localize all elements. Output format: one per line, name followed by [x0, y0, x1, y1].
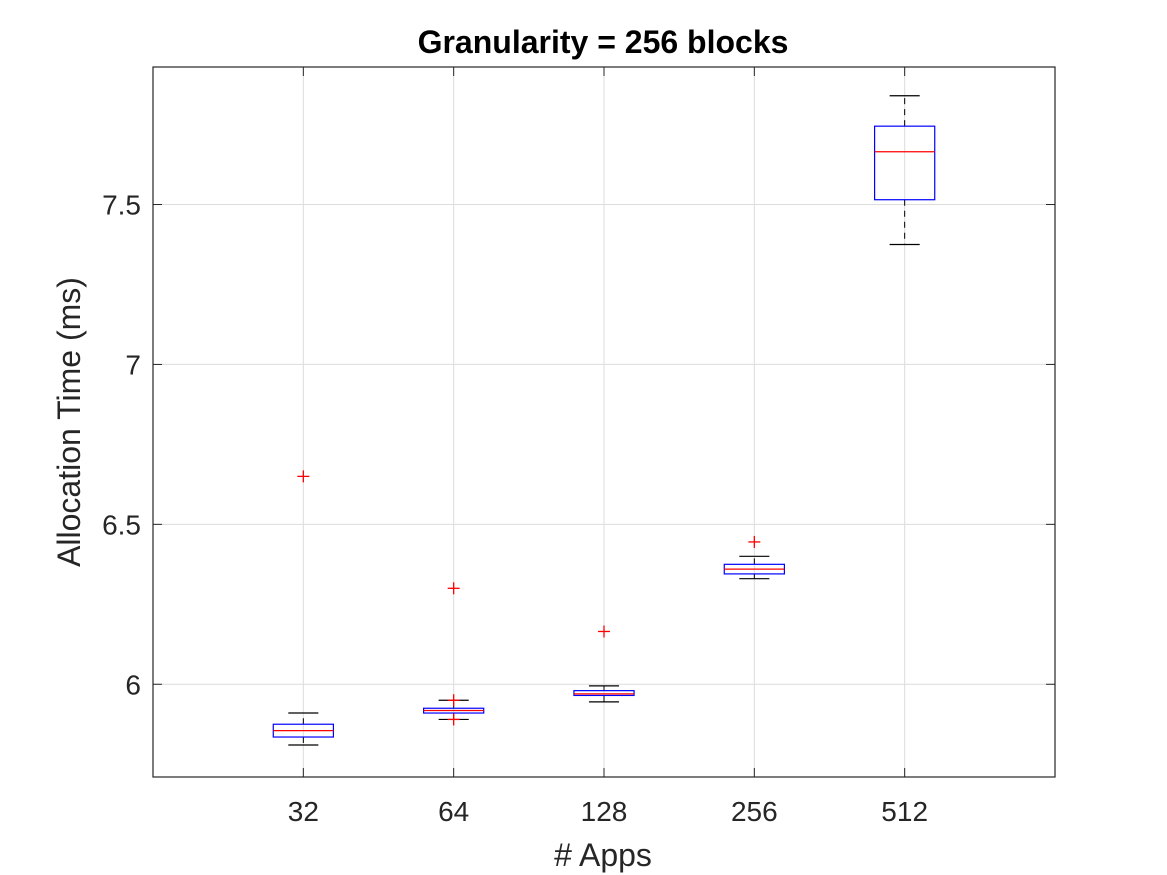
outlier-marker — [297, 470, 310, 483]
y-tick-label: 7.5 — [102, 190, 141, 221]
y-tick-label: 7 — [125, 349, 141, 380]
chart-title: Granularity = 256 blocks — [418, 24, 789, 60]
box-32 — [272, 470, 334, 746]
x-tick-label: 256 — [731, 796, 778, 827]
x-axis-label: # Apps — [554, 837, 652, 873]
box-64 — [423, 582, 485, 726]
outlier-marker — [447, 713, 460, 726]
box-256 — [723, 535, 785, 580]
box-iqr — [873, 125, 936, 201]
y-axis-label: Allocation Time (ms) — [51, 277, 87, 567]
outlier-marker — [447, 694, 460, 707]
grid-lines — [153, 67, 1055, 777]
axis-ticks — [153, 67, 1055, 777]
outlier-marker — [447, 582, 460, 595]
x-tick-label: 512 — [881, 796, 928, 827]
outlier-marker — [598, 625, 610, 638]
box-512 — [873, 95, 936, 246]
y-tick-label: 6.5 — [102, 509, 141, 540]
box-iqr — [573, 690, 635, 697]
x-tick-labels: 32 64 128 256 512 — [288, 796, 928, 827]
x-tick-label: 128 — [581, 796, 628, 827]
y-tick-labels: 6 6.5 7 7.5 — [102, 190, 141, 701]
x-tick-label: 32 — [288, 796, 319, 827]
y-tick-label: 6 — [125, 669, 141, 700]
outlier-marker — [748, 535, 761, 548]
box-128 — [573, 625, 635, 703]
boxes — [272, 95, 936, 746]
x-tick-label: 64 — [438, 796, 469, 827]
